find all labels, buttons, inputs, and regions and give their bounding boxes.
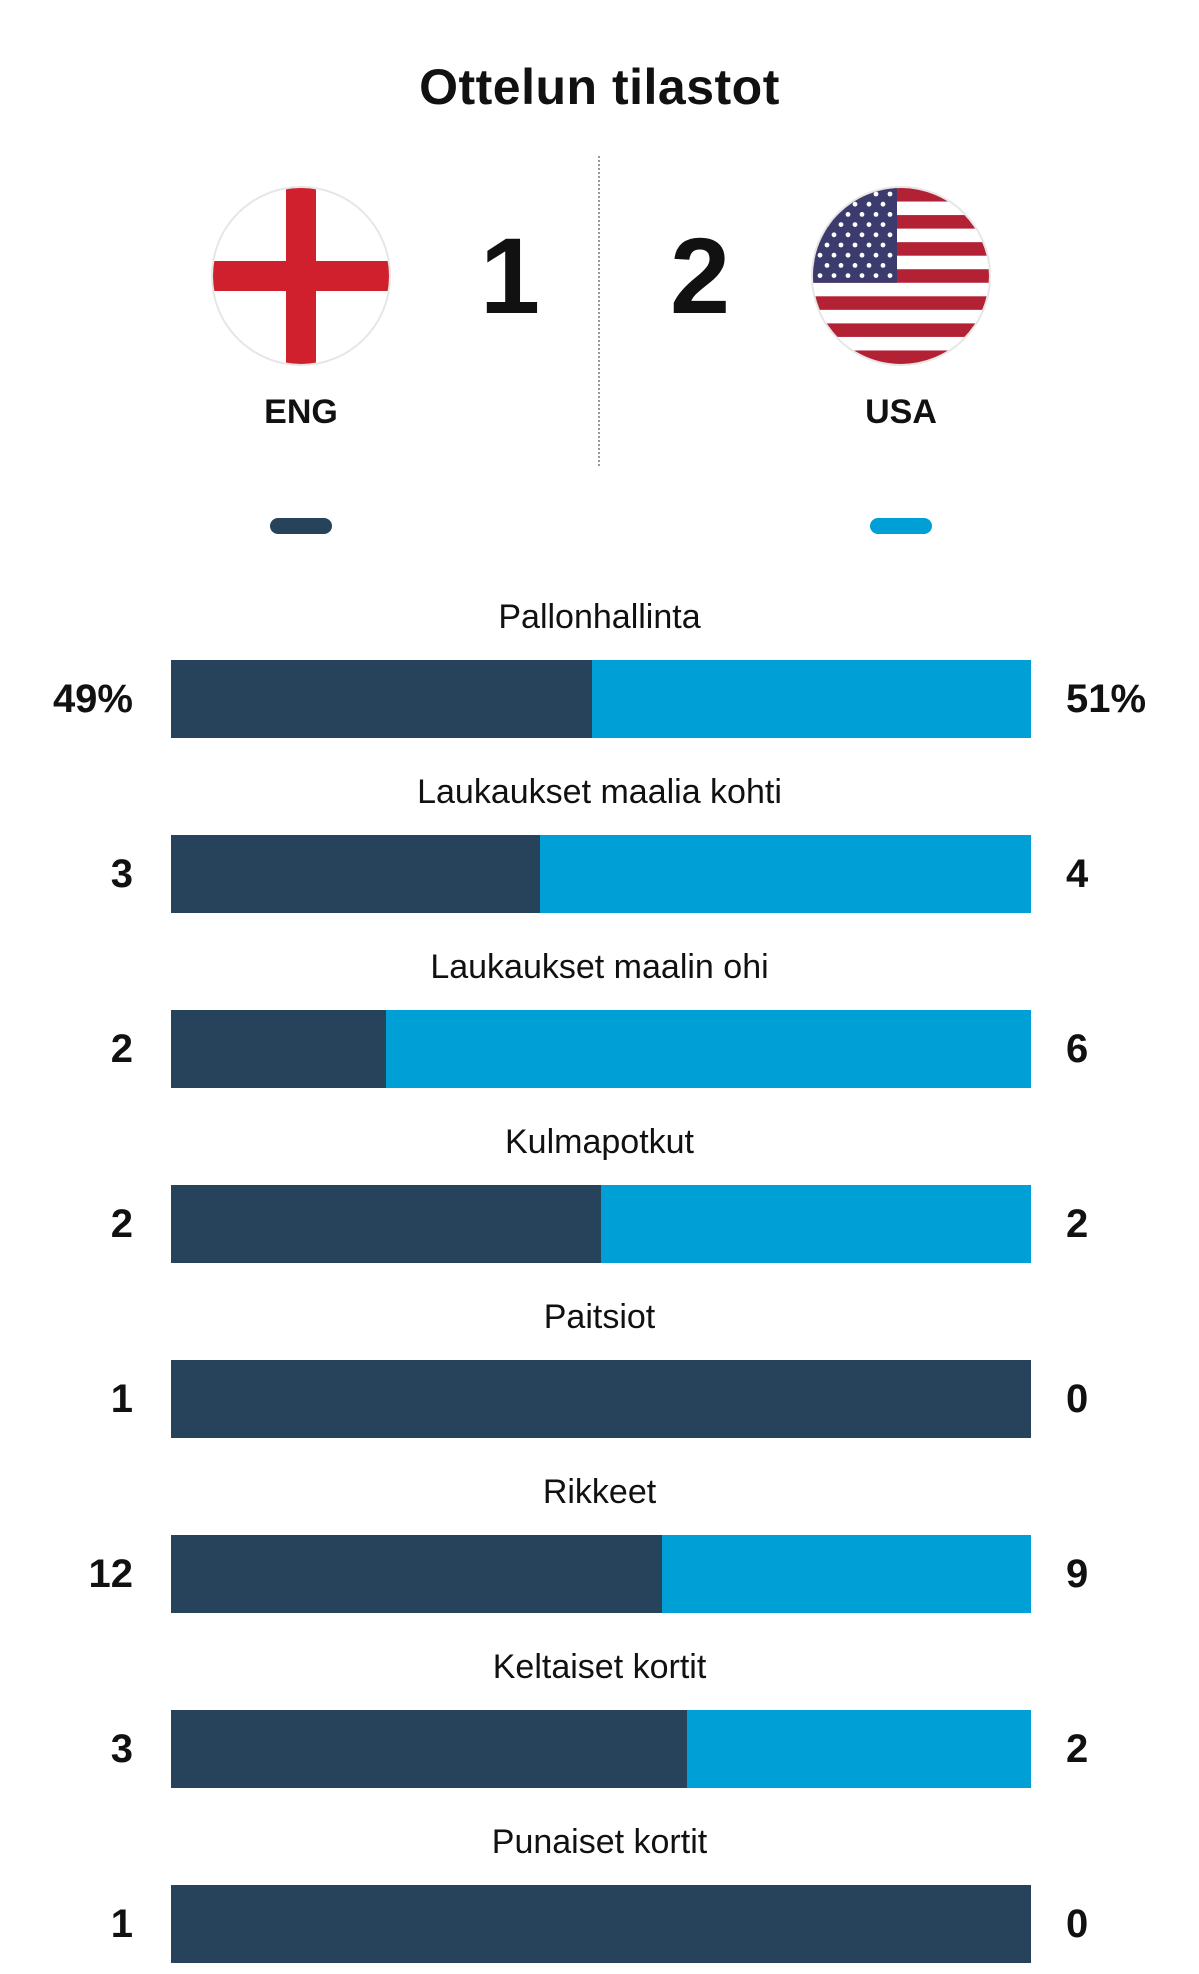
home-stat-value: 49% xyxy=(52,677,133,721)
away-bar-segment xyxy=(592,660,1031,738)
stat-label: Kulmapotkut xyxy=(505,1123,694,1161)
home-stat-value: 3 xyxy=(110,852,133,896)
home-bar-segment xyxy=(171,1710,687,1788)
stat-label: Rikkeet xyxy=(542,1473,657,1511)
away-stat-value: 51% xyxy=(1066,677,1147,721)
home-score: 1 xyxy=(480,215,541,336)
england-flag-icon xyxy=(213,188,389,364)
stat-label: Laukaukset maalin ohi xyxy=(430,948,769,986)
away-team-code: USA xyxy=(865,393,937,431)
away-legend-swatch xyxy=(870,518,932,534)
home-bar-segment xyxy=(171,1360,1031,1438)
stat-bar xyxy=(171,1885,1031,1963)
home-team-code: ENG xyxy=(264,393,338,431)
home-stat-value: 2 xyxy=(110,1202,133,1246)
home-stat-value: 2 xyxy=(110,1027,133,1071)
home-bar-segment xyxy=(171,1010,386,1088)
page-title: Ottelun tilastot xyxy=(419,59,780,115)
away-bar-segment xyxy=(601,1185,1031,1263)
stat-label: Laukaukset maalia kohti xyxy=(417,773,782,811)
stat-bar xyxy=(171,660,1031,738)
stat-bar xyxy=(171,1710,1031,1788)
stat-bar xyxy=(171,1010,1031,1088)
home-stat-value: 3 xyxy=(110,1727,133,1771)
stat-label: Punaiset kortit xyxy=(491,1823,708,1861)
home-bar-segment xyxy=(171,1185,601,1263)
stat-bar xyxy=(171,1535,1031,1613)
home-bar-segment xyxy=(171,1885,1031,1963)
usa-flag-icon xyxy=(813,188,989,364)
away-stat-value: 6 xyxy=(1066,1027,1089,1071)
stat-label: Keltaiset kortit xyxy=(492,1648,707,1686)
away-stat-value: 0 xyxy=(1066,1377,1089,1421)
stat-label: Pallonhallinta xyxy=(498,598,701,636)
score-divider xyxy=(598,156,600,466)
stat-bar xyxy=(171,835,1031,913)
stat-label: Paitsiot xyxy=(543,1298,656,1336)
stat-bar xyxy=(171,1360,1031,1438)
away-stat-value: 2 xyxy=(1066,1202,1089,1246)
away-stat-value: 9 xyxy=(1066,1552,1089,1596)
home-stat-value: 1 xyxy=(110,1902,133,1946)
away-score: 2 xyxy=(670,215,731,336)
home-stat-value: 1 xyxy=(110,1377,133,1421)
home-bar-segment xyxy=(171,660,593,738)
home-bar-segment xyxy=(171,1535,663,1613)
home-stat-value: 12 xyxy=(88,1552,134,1596)
home-bar-segment xyxy=(171,835,540,913)
away-bar-segment xyxy=(386,1010,1031,1088)
away-stat-value: 4 xyxy=(1066,852,1089,896)
away-stat-value: 2 xyxy=(1066,1727,1089,1771)
home-legend-swatch xyxy=(270,518,332,534)
away-stat-value: 0 xyxy=(1066,1902,1089,1946)
away-bar-segment xyxy=(687,1710,1031,1788)
away-bar-segment xyxy=(539,835,1031,913)
stat-bar xyxy=(171,1185,1031,1263)
away-bar-segment xyxy=(662,1535,1031,1613)
